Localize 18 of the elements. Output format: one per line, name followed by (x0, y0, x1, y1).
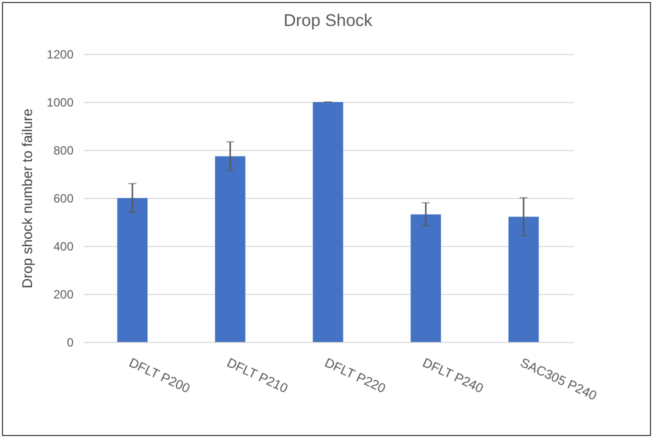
x-tick-label: DFLT P220 (322, 354, 388, 396)
y-tick-label: 400 (53, 240, 74, 254)
x-tick-label: DFLT P210 (224, 354, 290, 396)
y-tick-label: 1200 (46, 48, 74, 62)
bar (410, 214, 441, 342)
bar (215, 156, 246, 342)
bar (117, 198, 148, 342)
y-tick-label: 0 (66, 336, 74, 350)
y-tick-label: 800 (53, 144, 74, 158)
chart-title: Drop Shock (284, 11, 373, 30)
bar (508, 216, 539, 342)
y-tick-label: 600 (53, 192, 74, 206)
y-tick-label: 200 (53, 288, 74, 302)
x-tick-label: DFLT P200 (126, 354, 192, 396)
y-axis-title: Drop shock number to failure (18, 108, 35, 288)
bar (312, 102, 344, 342)
y-tick-label: 1000 (46, 96, 74, 110)
x-tick-label: DFLT P240 (420, 354, 486, 396)
